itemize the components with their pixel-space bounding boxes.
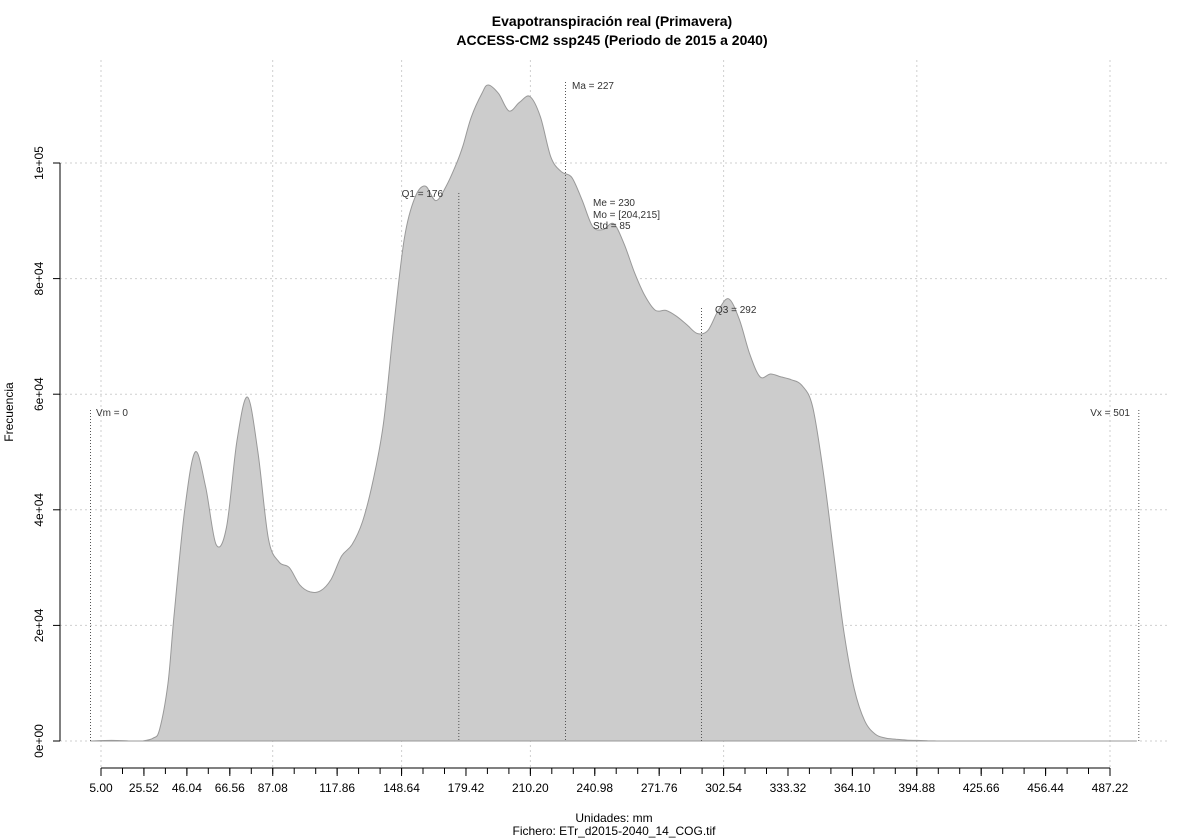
caption: Fichero: ETr_d2015-2040_14_COG.tif bbox=[513, 824, 717, 838]
x-tick-label: 394.88 bbox=[898, 781, 935, 795]
annotation-q1: Q1 = 176 bbox=[402, 189, 444, 200]
density-area bbox=[90, 84, 1137, 742]
x-tick-label: 487.22 bbox=[1092, 781, 1129, 795]
annotation-std: Std = 85 bbox=[593, 221, 631, 232]
annotation-me: Me = 230 bbox=[593, 198, 635, 209]
chart-subtitle: ACCESS-CM2 ssp245 (Periodo de 2015 a 204… bbox=[456, 32, 767, 48]
x-tick-label: 117.86 bbox=[319, 781, 355, 795]
y-axis-label: Frecuencia bbox=[2, 382, 16, 442]
x-tick-label: 333.32 bbox=[770, 781, 807, 795]
annotation-vm: Vm = 0 bbox=[96, 408, 128, 419]
y-tick-label: 6e+04 bbox=[32, 377, 46, 411]
x-tick-label: 87.08 bbox=[258, 781, 288, 795]
x-tick-label: 302.54 bbox=[705, 781, 742, 795]
x-axis-label: Unidades: mm bbox=[575, 811, 652, 825]
x-tick-label: 240.98 bbox=[576, 781, 613, 795]
x-tick-label: 5.00 bbox=[89, 781, 113, 795]
y-tick-label: 1e+05 bbox=[32, 146, 46, 180]
x-tick-label: 148.64 bbox=[383, 781, 420, 795]
y-tick-label: 4e+04 bbox=[32, 493, 46, 527]
y-tick-label: 2e+04 bbox=[32, 608, 46, 642]
annotation-ma: Ma = 227 bbox=[572, 81, 614, 92]
annotation-vx: Vx = 501 bbox=[1090, 408, 1130, 419]
y-tick-label: 8e+04 bbox=[32, 261, 46, 295]
y-axis: 0e+00 2e+04 4e+04 6e+04 8e+04 1e+05 bbox=[32, 146, 61, 758]
x-tick-label: 179.42 bbox=[448, 781, 485, 795]
x-tick-label: 271.76 bbox=[641, 781, 678, 795]
marker-lines bbox=[90, 82, 1140, 741]
x-tick-label: 364.10 bbox=[834, 781, 871, 795]
annotation-q3: Q3 = 292 bbox=[715, 305, 757, 316]
x-tick-label: 46.04 bbox=[172, 781, 202, 795]
x-axis: 5.00 25.52 46.04 66.56 87.08 117.86 148.64 179.… bbox=[89, 767, 1129, 795]
chart-title: Evapotranspiración real (Primavera) bbox=[492, 13, 732, 29]
x-tick-label: 66.56 bbox=[215, 781, 245, 795]
y-tick-label: 0e+00 bbox=[32, 724, 46, 758]
x-tick-label: 25.52 bbox=[129, 781, 159, 795]
annotation-mo: Mo = [204,215] bbox=[593, 210, 660, 221]
x-tick-label: 210.20 bbox=[512, 781, 549, 795]
x-tick-label: 425.66 bbox=[963, 781, 1000, 795]
x-tick-label: 456.44 bbox=[1027, 781, 1064, 795]
